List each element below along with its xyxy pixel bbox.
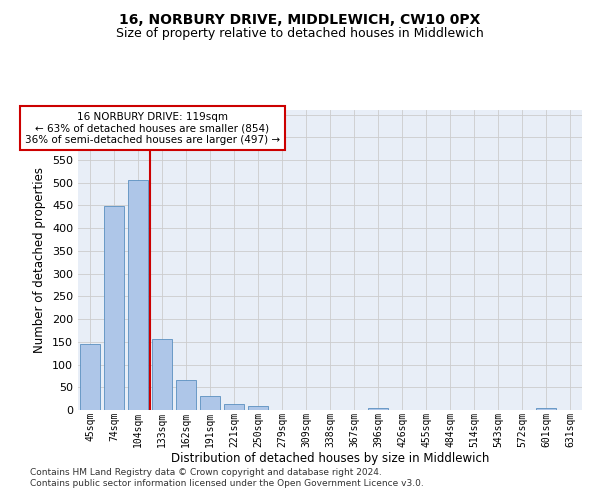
Bar [128, 180, 148, 410]
Text: 16, NORBURY DRIVE, MIDDLEWICH, CW10 0PX: 16, NORBURY DRIVE, MIDDLEWICH, CW10 0PX [119, 12, 481, 26]
Text: Contains HM Land Registry data © Crown copyright and database right 2024.
Contai: Contains HM Land Registry data © Crown c… [30, 468, 424, 487]
Bar [200, 396, 220, 410]
Bar [80, 344, 100, 410]
Text: 16 NORBURY DRIVE: 119sqm
← 63% of detached houses are smaller (854)
36% of semi-: 16 NORBURY DRIVE: 119sqm ← 63% of detach… [25, 112, 280, 145]
Bar [104, 206, 124, 410]
Bar [224, 404, 244, 410]
X-axis label: Distribution of detached houses by size in Middlewich: Distribution of detached houses by size … [171, 452, 489, 465]
Bar [536, 408, 556, 410]
Bar [176, 380, 196, 410]
Y-axis label: Number of detached properties: Number of detached properties [34, 167, 46, 353]
Bar [152, 338, 172, 410]
Bar [368, 408, 388, 410]
Text: Size of property relative to detached houses in Middlewich: Size of property relative to detached ho… [116, 28, 484, 40]
Bar [248, 406, 268, 410]
